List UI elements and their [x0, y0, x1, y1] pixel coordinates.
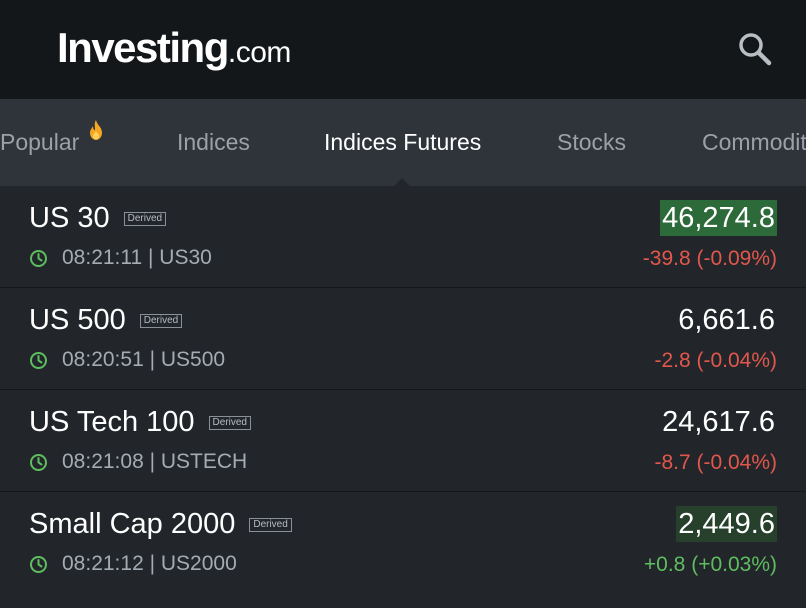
- tab-label: Popular: [0, 129, 80, 155]
- instrument-name: Small Cap 2000: [29, 508, 236, 540]
- tab-label: Indices Futures: [324, 129, 482, 155]
- last-price: 46,274.8: [660, 200, 777, 236]
- logo-main-text: Investing: [57, 24, 229, 71]
- list-item[interactable]: US 30 Derived 08:21:11 | US30 46,274.8 -…: [0, 186, 806, 288]
- logo-suffix-text: .com: [227, 36, 292, 69]
- tab-indices-futures[interactable]: Indices Futures: [324, 99, 481, 186]
- price-change: -2.8 (-0.04%): [654, 349, 777, 372]
- tab-stocks[interactable]: Stocks: [557, 99, 626, 186]
- tab-popular[interactable]: Popular: [0, 99, 79, 186]
- instrument-name: US 500: [29, 304, 126, 336]
- price-change: -39.8 (-0.09%): [642, 247, 777, 270]
- list-item[interactable]: Small Cap 2000 Derived 08:21:12 | US2000…: [0, 492, 806, 594]
- last-price: 24,617.6: [662, 406, 775, 438]
- derived-badge: Derived: [123, 211, 167, 226]
- time-symbol: 08:21:11 | US30: [62, 246, 212, 269]
- clock-icon: [30, 351, 47, 369]
- time-symbol: 08:20:51 | US500: [62, 348, 226, 371]
- active-tab-indicator: [394, 178, 410, 186]
- derived-badge: Derived: [208, 415, 251, 430]
- last-price: 2,449.6: [676, 506, 777, 542]
- instrument-list: US 30 Derived 08:21:11 | US30 46,274.8 -…: [0, 186, 806, 594]
- investing-logo[interactable]: Investing .com: [57, 24, 291, 72]
- fire-icon: [90, 120, 102, 140]
- tab-label: Stocks: [557, 129, 627, 155]
- price-change: +0.8 (+0.03%): [643, 553, 777, 576]
- list-item[interactable]: US 500 Derived 08:20:51 | US500 6,661.6 …: [0, 288, 806, 390]
- list-item[interactable]: US Tech 100 Derived 08:21:08 | USTECH 24…: [0, 390, 806, 492]
- clock-icon: [30, 555, 47, 573]
- last-price: 6,661.6: [678, 304, 775, 336]
- instrument-name: US 30: [29, 202, 110, 234]
- time-symbol: 08:21:12 | US2000: [62, 552, 237, 575]
- tab-commodities[interactable]: Commodit: [702, 99, 806, 186]
- instrument-name: US Tech 100: [29, 406, 195, 438]
- clock-icon: [30, 249, 47, 267]
- tab-label: Indices: [177, 129, 250, 155]
- search-icon[interactable]: [736, 30, 774, 68]
- derived-badge: Derived: [249, 517, 292, 532]
- time-symbol: 08:21:08 | USTECH: [62, 450, 248, 473]
- category-tabs: Popular Indices Indices Futures Stocks C…: [0, 99, 806, 186]
- price-change: -8.7 (-0.04%): [654, 451, 777, 474]
- clock-icon: [30, 453, 47, 471]
- tab-label: Commodit: [702, 129, 806, 155]
- tab-indices[interactable]: Indices: [177, 99, 250, 186]
- derived-badge: Derived: [139, 313, 183, 328]
- app-header: Investing .com: [0, 0, 806, 99]
